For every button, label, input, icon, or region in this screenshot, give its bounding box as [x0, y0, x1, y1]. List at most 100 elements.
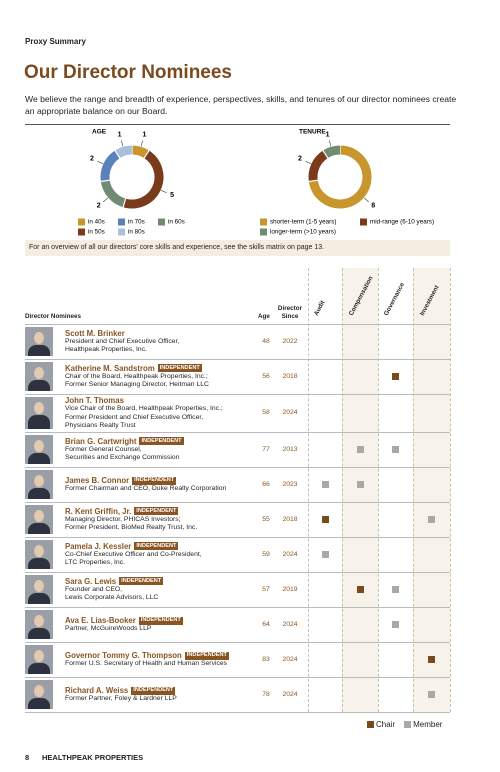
director-name: James B. Connor [65, 476, 130, 485]
chart-title: AGE [92, 129, 107, 136]
row-rule [25, 359, 450, 360]
photo [25, 327, 53, 356]
charts: AGE 1 in 40s 5 in 50s 2 in 60s 2 in 70s 1 in 80s TE… [78, 129, 434, 236]
age: 64 [262, 620, 270, 628]
photo-body [28, 380, 50, 391]
column-rule [342, 268, 343, 712]
rule [25, 124, 450, 125]
photo [25, 362, 53, 391]
photo-body [28, 593, 50, 604]
segment-label: 2 [97, 203, 101, 210]
photo [25, 575, 53, 604]
photo-head [34, 440, 44, 452]
photo [25, 540, 53, 569]
director-role: Former President and Chief Executive Off… [65, 413, 204, 421]
director-since: 2018 [282, 515, 298, 523]
director-role: Founder and CEO, [65, 585, 123, 593]
committee-mark [391, 621, 399, 628]
director-role: Former Chairman and CEO, Duke Realty Cor… [65, 485, 227, 492]
legend-label: in 60s [168, 219, 185, 226]
column-shade [342, 268, 378, 712]
segment-gap [143, 149, 151, 160]
committee-header: Audit [312, 299, 327, 317]
committee-mark [321, 481, 329, 488]
photo-body [28, 628, 50, 639]
director-since: 2019 [282, 585, 298, 593]
independent-badge: INDEPENDENT [131, 686, 176, 695]
photo-head [34, 367, 44, 379]
photo [25, 505, 53, 534]
segment-gap [321, 149, 329, 160]
leader-line [121, 140, 124, 147]
committee-mark [391, 373, 399, 380]
donut-segment [100, 150, 121, 182]
director-name: John T. Thomas [65, 396, 124, 405]
donut-segment [100, 179, 126, 208]
director-since: 2013 [282, 445, 298, 453]
photo-head [34, 685, 44, 697]
independent-badge: INDEPENDENT [134, 542, 179, 551]
photo-body [28, 698, 50, 709]
legend-label: in 50s [88, 229, 105, 236]
leader-line [363, 197, 369, 203]
segment-label: 2 [90, 156, 94, 163]
row-rule [25, 502, 450, 503]
segment-gap [307, 179, 319, 183]
director-since: 2022 [282, 337, 298, 345]
director-role: Healthpeak Properties, Inc. [65, 346, 147, 354]
committee-mark [391, 446, 399, 453]
note-box [25, 240, 450, 256]
independent-badge: INDEPENDENT [139, 437, 184, 446]
committee-mark [427, 516, 435, 523]
row-rule [25, 394, 450, 395]
segment-label: 1 [326, 132, 330, 139]
page-number: 8 [25, 753, 30, 762]
director-role: Co-Chief Executive Officer and Co-Presid… [65, 550, 202, 558]
committee-mark [427, 656, 435, 663]
donut-segment [308, 145, 372, 209]
page-title: Our Director Nominees [24, 62, 232, 83]
committee-mark [356, 446, 364, 453]
director-role: Chair of the Board, Healthpeak Propertie… [65, 372, 208, 380]
legend-swatch [78, 218, 85, 226]
leader-line [160, 190, 167, 194]
photo [25, 470, 53, 499]
legend-swatch [260, 218, 267, 226]
segment-label: 1 [142, 132, 146, 139]
donut-segment [123, 150, 164, 209]
director-role: Former Partner, Foley & Lardner LLP [65, 695, 177, 702]
column-rule [308, 268, 309, 712]
director-name: Richard A. Weiss [65, 686, 129, 695]
director-role: Former U.S. Secretary of Health and Huma… [65, 660, 228, 667]
independent-badge: INDEPENDENT [134, 507, 179, 516]
row-rule [25, 324, 450, 325]
director-role: Managing Director, PHICAS Investors; [65, 515, 181, 523]
legend-swatch [118, 218, 125, 226]
director-since: 2018 [282, 372, 298, 380]
column-header: Age [258, 313, 270, 320]
age: 48 [262, 337, 270, 345]
director-since: 2024 [282, 620, 298, 628]
photo-head [34, 650, 44, 662]
photo-body [28, 453, 50, 464]
committee-mark [427, 691, 435, 698]
leader-line [329, 140, 332, 147]
age: 83 [262, 655, 270, 663]
legend-label: longer-term (>10 years) [270, 229, 336, 236]
legend-swatch [158, 218, 165, 226]
leader-line [140, 140, 143, 147]
director-name: Sara G. Lewis [65, 576, 117, 586]
photo [25, 435, 53, 464]
row-rule [25, 432, 450, 433]
column-header: Director Nominees [25, 313, 81, 320]
committee-header: Governance [382, 281, 407, 317]
age: 56 [262, 372, 270, 380]
director-role: Physicians Realty Trust [65, 422, 136, 429]
director-name: Ava E. Lias-Booker [65, 616, 136, 625]
legend-swatch [260, 228, 267, 236]
independent-badge: INDEPENDENT [157, 364, 202, 373]
segment-label: 1 [118, 132, 122, 139]
legend-label: Member [413, 719, 443, 729]
row-rule [25, 572, 450, 573]
